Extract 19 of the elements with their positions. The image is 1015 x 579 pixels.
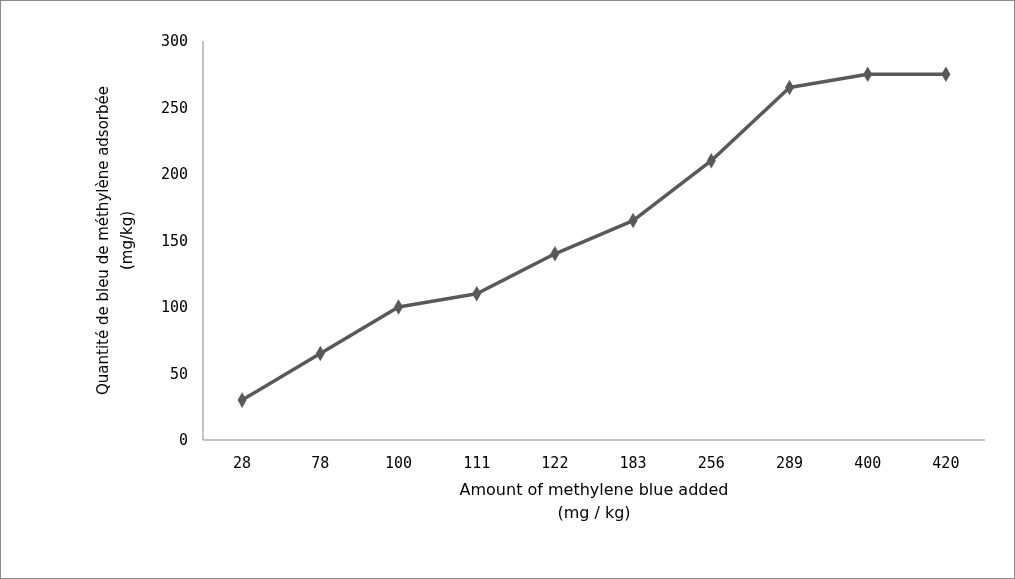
y-tick-label: 50 xyxy=(169,364,188,383)
y-tick-label: 150 xyxy=(160,231,188,250)
y-tick-label: 300 xyxy=(160,32,188,51)
y-tick-label: 100 xyxy=(160,298,188,317)
x-tick-label: 100 xyxy=(384,454,413,472)
x-tick-label: 420 xyxy=(932,454,960,472)
x-tick-label: 111 xyxy=(463,454,491,472)
x-tick-label: 400 xyxy=(854,454,882,472)
x-tick-label: 28 xyxy=(233,454,252,472)
y-tick-label: 200 xyxy=(160,165,188,184)
x-axis-title: Amount of methylene blue added (mg / kg) xyxy=(459,480,729,522)
x-tick-label: 289 xyxy=(775,454,804,472)
y-axis-title: Quantité de bleu de méthylène adsorbée (mg/kg) xyxy=(94,85,136,396)
x-tick-label: 122 xyxy=(541,454,569,472)
y-tick-label: 250 xyxy=(160,98,188,117)
x-tick-label: 183 xyxy=(619,454,647,472)
y-tick-label: 0 xyxy=(178,431,188,450)
x-tick-label: 256 xyxy=(697,454,725,472)
x-tick-label: 78 xyxy=(311,454,330,472)
